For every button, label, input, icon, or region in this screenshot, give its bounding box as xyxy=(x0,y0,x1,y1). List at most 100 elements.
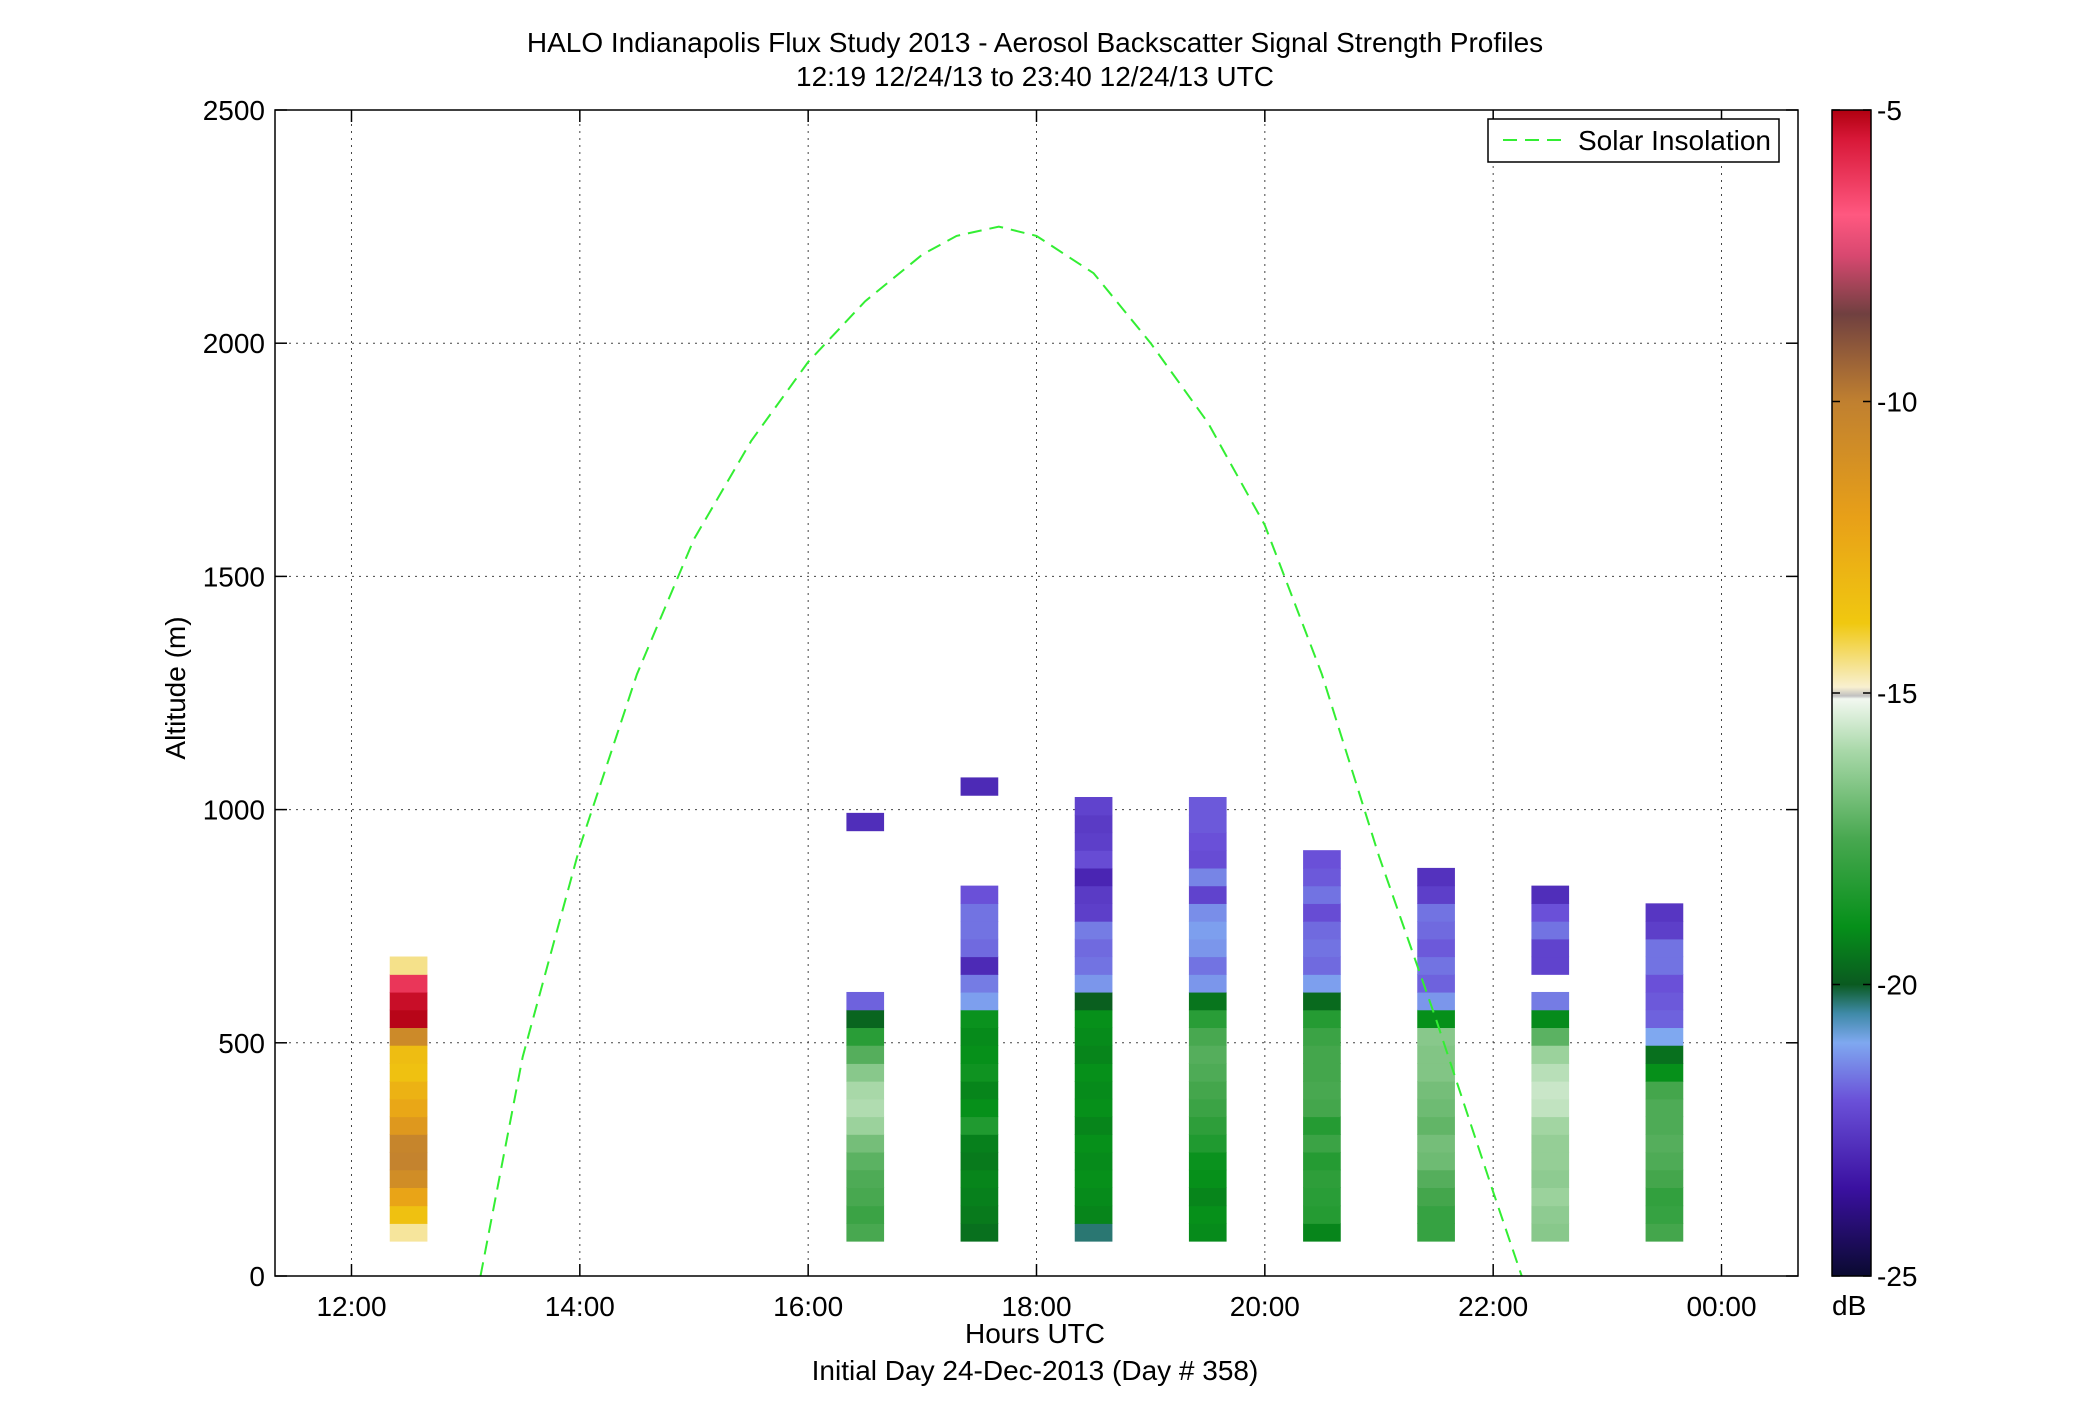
profile-cell xyxy=(1075,1223,1113,1241)
profile-cell xyxy=(1531,957,1569,975)
profile-cell xyxy=(390,1134,428,1152)
profile-cell xyxy=(1417,1223,1455,1241)
profile-cell xyxy=(1531,1134,1569,1152)
y-tick-label: 2000 xyxy=(203,328,265,359)
profile-cell xyxy=(846,1010,884,1028)
profile-cell xyxy=(1646,1187,1684,1206)
profile-cell xyxy=(1646,939,1684,957)
profile-cell xyxy=(1303,1099,1341,1117)
profile-cell xyxy=(1075,1027,1113,1045)
profile-cell xyxy=(1417,992,1455,1010)
profile-cell xyxy=(1646,1206,1684,1224)
profile-cell xyxy=(1646,1223,1684,1241)
profile-cell xyxy=(1303,1081,1341,1099)
profile-cell xyxy=(1189,992,1227,1010)
x-tick-label: 12:00 xyxy=(316,1291,386,1322)
profile-cell xyxy=(1646,992,1684,1010)
profile-cell xyxy=(1531,1116,1569,1134)
profile-cell xyxy=(1303,974,1341,992)
profile-cell xyxy=(961,1099,999,1117)
profile-cell xyxy=(390,992,428,1010)
profile-cell xyxy=(846,1081,884,1099)
x-tick-label: 14:00 xyxy=(545,1291,615,1322)
profile-cell xyxy=(846,1063,884,1081)
profile-cell xyxy=(390,1027,428,1045)
profile-cell xyxy=(1417,1152,1455,1170)
profile-cell xyxy=(961,1010,999,1028)
colorbar-tick-label: -10 xyxy=(1877,387,1917,418)
profile-cell xyxy=(1189,1045,1227,1064)
profile-cell xyxy=(1303,957,1341,975)
profile-cell xyxy=(961,1081,999,1099)
profile-cell xyxy=(846,1027,884,1045)
profile-cell xyxy=(1189,1170,1227,1188)
profile-cell xyxy=(1646,1010,1684,1028)
profile-cell xyxy=(1646,903,1684,921)
profile-cell xyxy=(961,974,999,992)
profile-cell xyxy=(1189,850,1227,868)
profile-cell xyxy=(390,1152,428,1170)
profile-cell xyxy=(961,921,999,939)
profile-cell xyxy=(1075,903,1113,921)
y-tick-label: 2500 xyxy=(203,95,265,126)
profile-cell xyxy=(1075,1063,1113,1081)
x-tick-label: 16:00 xyxy=(773,1291,843,1322)
y-tick-label: 1500 xyxy=(203,561,265,592)
profile-cell xyxy=(961,1206,999,1224)
chart-title: HALO Indianapolis Flux Study 2013 - Aero… xyxy=(527,27,1543,58)
profile-cell xyxy=(1303,850,1341,868)
colorbar-tick-label: -20 xyxy=(1877,970,1917,1001)
profile-cell xyxy=(390,1223,428,1241)
profile-cell xyxy=(961,777,999,795)
profile-cell xyxy=(1075,1187,1113,1206)
profile-cell xyxy=(1417,1187,1455,1206)
profile-cell xyxy=(1189,1010,1227,1028)
profile-cell xyxy=(1531,886,1569,904)
chart-subtitle: 12:19 12/24/13 to 23:40 12/24/13 UTC xyxy=(796,61,1274,92)
profile-cell xyxy=(1303,1116,1341,1134)
profile-cell xyxy=(1189,1134,1227,1152)
profile-cell xyxy=(961,1116,999,1134)
profile-cell xyxy=(1303,868,1341,886)
profile-cell xyxy=(1646,974,1684,992)
profile-cell xyxy=(961,1027,999,1045)
profile-cell xyxy=(1531,1010,1569,1028)
profile-cell xyxy=(1531,1152,1569,1170)
profile-cell xyxy=(961,886,999,904)
profile-cell xyxy=(1303,903,1341,921)
profile-cell xyxy=(846,1170,884,1188)
colorbar-tick-label: -25 xyxy=(1877,1261,1917,1292)
x-axis-label: Hours UTC xyxy=(965,1318,1105,1349)
profile-cell xyxy=(846,1206,884,1224)
profile-cell xyxy=(1075,832,1113,850)
profile-cell xyxy=(961,1152,999,1170)
y-tick-label: 500 xyxy=(218,1028,265,1059)
profile-cell xyxy=(1075,797,1113,815)
profile-cell xyxy=(1646,1081,1684,1099)
colorbar-tick-label: -5 xyxy=(1877,95,1902,126)
y-tick-label: 1000 xyxy=(203,795,265,826)
profile-cell xyxy=(1531,1170,1569,1188)
legend: Solar Insolation xyxy=(1488,119,1779,162)
profile-cell xyxy=(961,939,999,957)
profile-cell xyxy=(1189,868,1227,886)
profile-cell xyxy=(390,1206,428,1224)
colorbar-tick-label: -15 xyxy=(1877,678,1917,709)
profile-cell xyxy=(1417,1081,1455,1099)
profile-cell xyxy=(1189,1099,1227,1117)
profile-cell xyxy=(1531,1063,1569,1081)
profile-cell xyxy=(1531,1206,1569,1224)
profile-cell xyxy=(1189,1063,1227,1081)
profile-cell xyxy=(961,957,999,975)
profile-cell xyxy=(1417,1010,1455,1028)
profile-cell xyxy=(1646,1134,1684,1152)
profile-cell xyxy=(1417,1134,1455,1152)
profile-cell xyxy=(1531,939,1569,957)
profile-cell xyxy=(1646,1099,1684,1117)
profile-cell xyxy=(1075,1206,1113,1224)
profile-cell xyxy=(1417,1063,1455,1081)
profile-cell xyxy=(1189,1187,1227,1206)
profile-cell xyxy=(1189,1152,1227,1170)
profile-cell xyxy=(1189,957,1227,975)
profile-cell xyxy=(1646,957,1684,975)
